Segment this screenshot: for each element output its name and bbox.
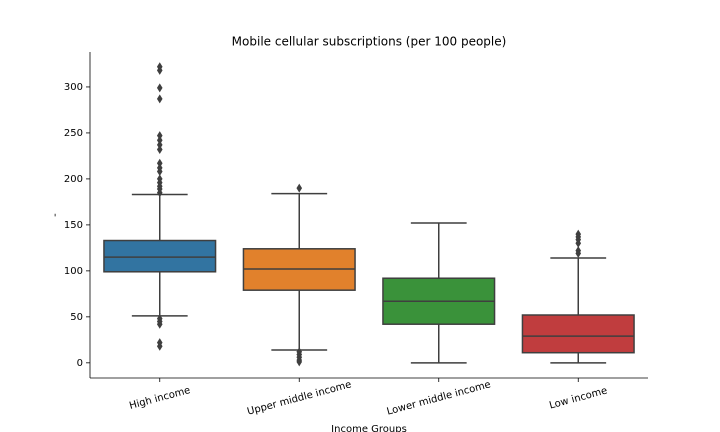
outlier (575, 238, 582, 248)
outlier (156, 131, 163, 141)
x-tick-label: Lower middle income (386, 379, 492, 417)
x-tick-label: High income (128, 385, 192, 412)
chart-title: Mobile cellular subscriptions (per 100 p… (232, 35, 507, 49)
outlier (156, 65, 163, 75)
outlier (156, 94, 163, 104)
x-axis-label: Income Groups (331, 424, 407, 432)
y-axis-label: - (50, 213, 61, 217)
outlier (156, 188, 163, 198)
box (103, 239, 217, 273)
y-tick-label: 250 (64, 128, 83, 139)
x-tick-label: Upper middle income (246, 379, 353, 417)
outlier (296, 357, 303, 367)
y-tick-label: 50 (70, 312, 83, 323)
outlier (156, 83, 163, 93)
y-tick-label: 300 (64, 82, 83, 93)
outlier (575, 248, 582, 258)
outlier (156, 341, 163, 351)
outlier (156, 144, 163, 154)
x-tick-label: Low income (548, 385, 608, 411)
outlier (156, 319, 163, 329)
y-tick-label: 150 (64, 220, 83, 231)
y-tick-label: 0 (77, 358, 83, 369)
outlier (156, 135, 163, 145)
outlier (156, 167, 163, 177)
y-tick-label: 100 (64, 266, 83, 277)
y-tick-label: 200 (64, 174, 83, 185)
outlier (156, 158, 163, 168)
outlier (156, 140, 163, 150)
box (521, 314, 635, 354)
outlier (296, 183, 303, 193)
